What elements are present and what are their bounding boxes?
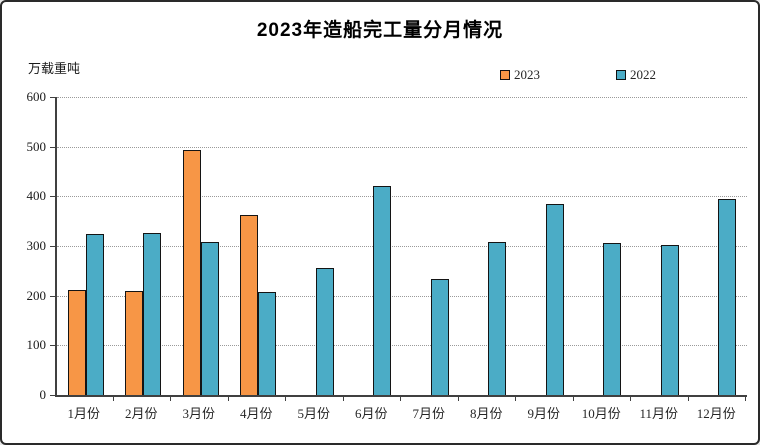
- x-tick-mark: [745, 397, 746, 401]
- y-axis-unit-label: 万载重吨: [28, 61, 81, 76]
- legend-item-2023: 2023: [500, 67, 540, 83]
- y-tick-mark: [50, 246, 55, 247]
- x-label-6月份: 6月份: [354, 406, 388, 421]
- x-tick-mark: [285, 397, 286, 401]
- legend: 2023 2022: [500, 67, 656, 83]
- category-cell-8月份: [460, 97, 518, 395]
- x-label-8月份: 8月份: [469, 406, 503, 421]
- y-tick-mark: [50, 295, 55, 297]
- y-tick-mark: [50, 395, 55, 396]
- y-tick-label-200: 200: [26, 287, 47, 303]
- legend-label: 2022: [630, 67, 656, 82]
- category-cell-10月份: [575, 97, 633, 395]
- y-tick-label-600: 600: [26, 89, 47, 104]
- x-tick-mark: [170, 397, 171, 401]
- x-label-2月份: 2月份: [124, 406, 158, 421]
- category-cell-3月份: [172, 97, 230, 395]
- x-label-9月份: 9月份: [527, 406, 560, 421]
- category-cell-5月份: [287, 97, 345, 395]
- gridline-400: [57, 196, 747, 198]
- bar-2023-4月份: [240, 214, 259, 395]
- plot-area: [55, 97, 747, 397]
- gridline-300: [57, 246, 747, 247]
- y-tick-label-100: 100: [26, 337, 47, 353]
- category-cell-4月份: [230, 97, 288, 395]
- x-label-10月份: 10月份: [581, 406, 621, 421]
- legend-label: 2023: [514, 67, 540, 82]
- bar-2022-11月份: [660, 244, 679, 395]
- y-tick-label-500: 500: [26, 138, 47, 154]
- bar-2023-1月份: [67, 290, 86, 395]
- bar-2022-5月份: [315, 268, 334, 395]
- gridline-100: [57, 345, 747, 347]
- x-label-3月份: 3月份: [182, 406, 215, 421]
- y-tick-label-400: 400: [26, 188, 47, 204]
- x-tick-mark: [630, 397, 631, 401]
- x-label-4月份: 4月份: [239, 406, 273, 421]
- gridline-600: [57, 97, 747, 98]
- bar-2022-3月份: [200, 242, 219, 395]
- x-label-1月份: 1月份: [67, 406, 100, 421]
- bar-2022-12月份: [718, 198, 737, 395]
- x-tick-mark: [687, 397, 689, 401]
- bar-2022-9月份: [545, 203, 564, 395]
- bar-2022-8月份: [488, 241, 507, 395]
- category-cell-11月份: [632, 97, 690, 395]
- x-tick-mark: [227, 397, 229, 401]
- x-label-11月份: 11月份: [639, 406, 679, 421]
- y-tick-label-0: 0: [39, 387, 47, 402]
- x-tick-mark: [572, 397, 574, 401]
- chart-title: 2023年造船完工量分月情况: [256, 20, 504, 41]
- x-tick-mark: [457, 397, 459, 401]
- gridline-500: [57, 146, 747, 148]
- bar-2022-1月份: [85, 233, 104, 395]
- legend-swatch-2022: [616, 70, 626, 80]
- category-cell-12月份: [690, 97, 748, 395]
- bar-2022-10月份: [603, 242, 622, 395]
- x-tick-mark: [342, 397, 344, 401]
- bar-2023-3月份: [182, 150, 201, 395]
- x-tick-mark: [400, 397, 401, 401]
- x-label-5月份: 5月份: [297, 406, 330, 421]
- x-tick-mark: [112, 397, 114, 401]
- bar-2022-2月份: [143, 232, 162, 395]
- legend-swatch-2023: [500, 70, 510, 80]
- gridline-200: [57, 295, 747, 297]
- bar-2022-6月份: [373, 185, 392, 395]
- x-label-7月份: 7月份: [412, 406, 445, 421]
- category-cell-7月份: [402, 97, 460, 395]
- legend-item-2022: 2022: [616, 67, 656, 83]
- y-tick-label-300: 300: [26, 238, 47, 253]
- bar-2023-2月份: [125, 290, 144, 395]
- x-tick-mark: [515, 397, 516, 401]
- x-label-12月份: 12月份: [696, 406, 736, 421]
- bar-2022-4月份: [258, 291, 277, 395]
- category-cell-6月份: [345, 97, 403, 395]
- bar-2022-7月份: [430, 278, 449, 395]
- category-cell-1月份: [57, 97, 115, 395]
- category-cell-2月份: [115, 97, 173, 395]
- y-tick-mark: [50, 196, 55, 198]
- y-tick-mark: [50, 146, 55, 148]
- y-tick-mark: [50, 345, 55, 347]
- x-axis-labels: 1月份 2月份 3月份 4月份 5月份 6月份 7月份 8月份 9月份 10月份 11月份 12月份: [55, 403, 745, 422]
- y-tick-mark: [50, 97, 55, 98]
- category-cell-9月份: [517, 97, 575, 395]
